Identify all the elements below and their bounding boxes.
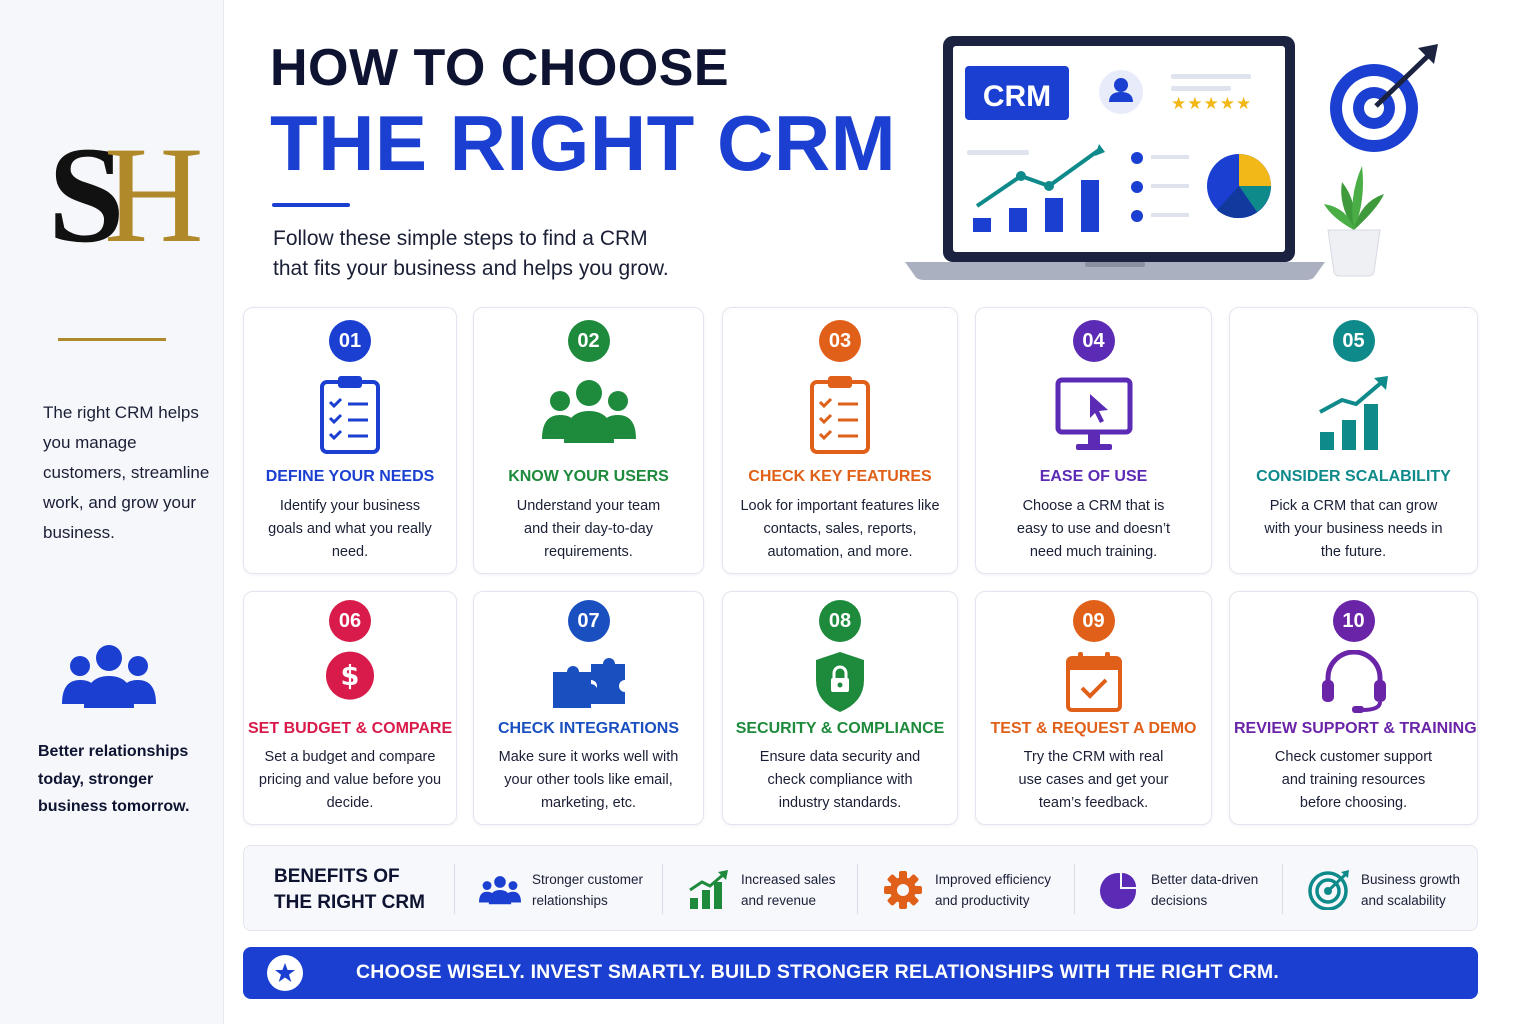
benefit-item: Increased sales and revenue (688, 846, 858, 932)
title-underline (272, 203, 350, 207)
step-description: Look for important features like contact… (740, 498, 940, 560)
benefit-item: Business growth and scalability (1308, 846, 1473, 932)
page-title-line2: THE RIGHT CRM (270, 99, 897, 187)
benefit-divider (662, 864, 663, 914)
headset-icon (1321, 650, 1386, 713)
page-title-line1: HOW TO CHOOSE (270, 39, 730, 97)
step-description: Ensure data security and check complianc… (759, 749, 921, 811)
shield-lock-icon (816, 652, 864, 712)
step-title: EASE OF USE (1039, 468, 1148, 485)
sidebar-description: The right CRM helps you manage customers… (43, 403, 210, 542)
benefit-label: Better data-driven decisions (1151, 872, 1259, 908)
step-title: CONSIDER SCALABILITY (1256, 468, 1451, 485)
svg-text:$: $ (341, 661, 360, 692)
step-description: Make sure it works well with your other … (498, 749, 679, 811)
dollar-coin-icon: $ (326, 651, 374, 700)
benefit-item: Stronger customer relationships (479, 846, 669, 932)
step-title: REVIEW SUPPORT & TRAINING (1234, 720, 1477, 737)
step-title: CHECK KEY FEATURES (748, 468, 932, 485)
step-card-02[interactable]: 02 KNOW YOUR USERS Understand your team … (473, 307, 704, 574)
step-description: Pick a CRM that can grow with your busin… (1264, 498, 1443, 560)
step-description: Identify your business goals and what yo… (268, 498, 432, 560)
benefits-strip: BENEFITS OF THE RIGHT CRM Stronger custo… (243, 845, 1478, 931)
step-number-badge: 08 (819, 600, 861, 642)
benefit-item: Better data-driven decisions (1098, 846, 1278, 932)
growth-chart-icon (1318, 376, 1388, 450)
crm-dashboard-laptop-illustration: CRM ★★★★★ (905, 34, 1325, 282)
benefit-label: Increased sales and revenue (741, 872, 836, 908)
step-description: Set a budget and compare pricing and val… (258, 749, 442, 811)
step-number-badge: 04 (1072, 320, 1115, 362)
step-title: TEST & REQUEST A DEMO (990, 720, 1197, 737)
monitor-cursor-icon (1055, 377, 1132, 450)
benefits-title: BENEFITS OF THE RIGHT CRM (274, 866, 425, 913)
benefit-divider (1074, 864, 1075, 914)
step-title: DEFINE YOUR NEEDS (265, 468, 435, 485)
step-card-01[interactable]: 01 DEFINE YOUR NEEDS Identify your busin… (243, 307, 457, 574)
benefit-label: Stronger customer relationships (532, 872, 644, 908)
page-subtitle: Follow these simple steps to find a CRM … (273, 227, 669, 280)
users-group-icon (541, 380, 636, 443)
step-number-badge: 02 (567, 320, 610, 362)
users-group-icon (479, 876, 521, 905)
step-card-06[interactable]: 06 $ SET BUDGET & COMPARE Set a budget a… (243, 591, 457, 825)
benefit-divider (1282, 864, 1283, 914)
calendar-check-icon (1065, 652, 1122, 712)
puzzle-icon (552, 658, 625, 708)
step-card-04[interactable]: 04 EASE OF USE Choose a CRM that is easy… (975, 307, 1212, 574)
clipboard-checklist-icon (320, 376, 380, 454)
benefit-label: Business growth and scalability (1361, 872, 1461, 908)
step-card-10[interactable]: 10 REVIEW SUPPORT & TRAINING Check custo… (1229, 591, 1478, 825)
rating-stars: ★★★★★ (1171, 94, 1253, 113)
step-description: Check customer support and training reso… (1274, 749, 1433, 811)
step-title: SECURITY & COMPLIANCE (735, 720, 945, 737)
benefit-item: Improved efficiency and productivity (882, 846, 1072, 932)
step-card-08[interactable]: 08 SECURITY & COMPLIANCE Ensure data sec… (722, 591, 958, 825)
step-description: Try the CRM with real use cases and get … (1018, 749, 1169, 811)
call-to-action-banner: CHOOSE WISELY. INVEST SMARTLY. BUILD STR… (243, 947, 1478, 999)
step-title: CHECK INTEGRATIONS (497, 720, 680, 737)
target-icon (1308, 870, 1349, 910)
step-card-03[interactable]: 03 CHECK KEY FEATURES Look for important… (722, 307, 958, 574)
step-number-badge: 06 (329, 600, 371, 642)
step-description: Understand your team and their day-to-da… (516, 498, 661, 560)
step-title: KNOW YOUR USERS (508, 468, 669, 485)
benefit-divider (454, 864, 455, 914)
clipboard-checklist-icon (810, 376, 870, 454)
step-number-badge: 10 (1332, 600, 1375, 642)
step-number-badge: 09 (1072, 600, 1115, 642)
star-icon (267, 955, 303, 991)
sidebar-divider (58, 338, 166, 341)
benefit-divider (857, 864, 858, 914)
step-title: SET BUDGET & COMPARE (248, 720, 453, 737)
growth-chart-icon (689, 870, 728, 909)
sidebar-tagline: Better relationships today, stronger bus… (38, 743, 190, 815)
banner-text: CHOOSE WISELY. INVEST SMARTLY. BUILD STR… (356, 961, 1279, 983)
users-group-icon (62, 645, 156, 708)
step-number-badge: 03 (819, 320, 861, 362)
benefit-label: Improved efficiency and productivity (935, 872, 1052, 908)
step-description: Choose a CRM that is easy to use and doe… (1016, 498, 1171, 560)
step-card-09[interactable]: 09 TEST & REQUEST A DEMO Try the CRM wit… (975, 591, 1212, 825)
step-card-07[interactable]: 07 CHECK INTEGRATIONS Make sure it works… (473, 591, 704, 825)
pie-chart-icon (1100, 871, 1138, 909)
step-number-badge: 05 (1332, 320, 1375, 362)
step-number-badge: 07 (567, 600, 610, 642)
plant-icon (1324, 166, 1384, 277)
target-arrow-icon (1330, 44, 1438, 152)
gear-icon (884, 871, 922, 909)
laptop-icon (905, 36, 1325, 280)
step-number-badge: 01 (329, 320, 371, 362)
step-card-05[interactable]: 05 CONSIDER SCALABILITY Pick a CRM that … (1229, 307, 1478, 574)
crm-screen-label: CRM (982, 80, 1052, 113)
